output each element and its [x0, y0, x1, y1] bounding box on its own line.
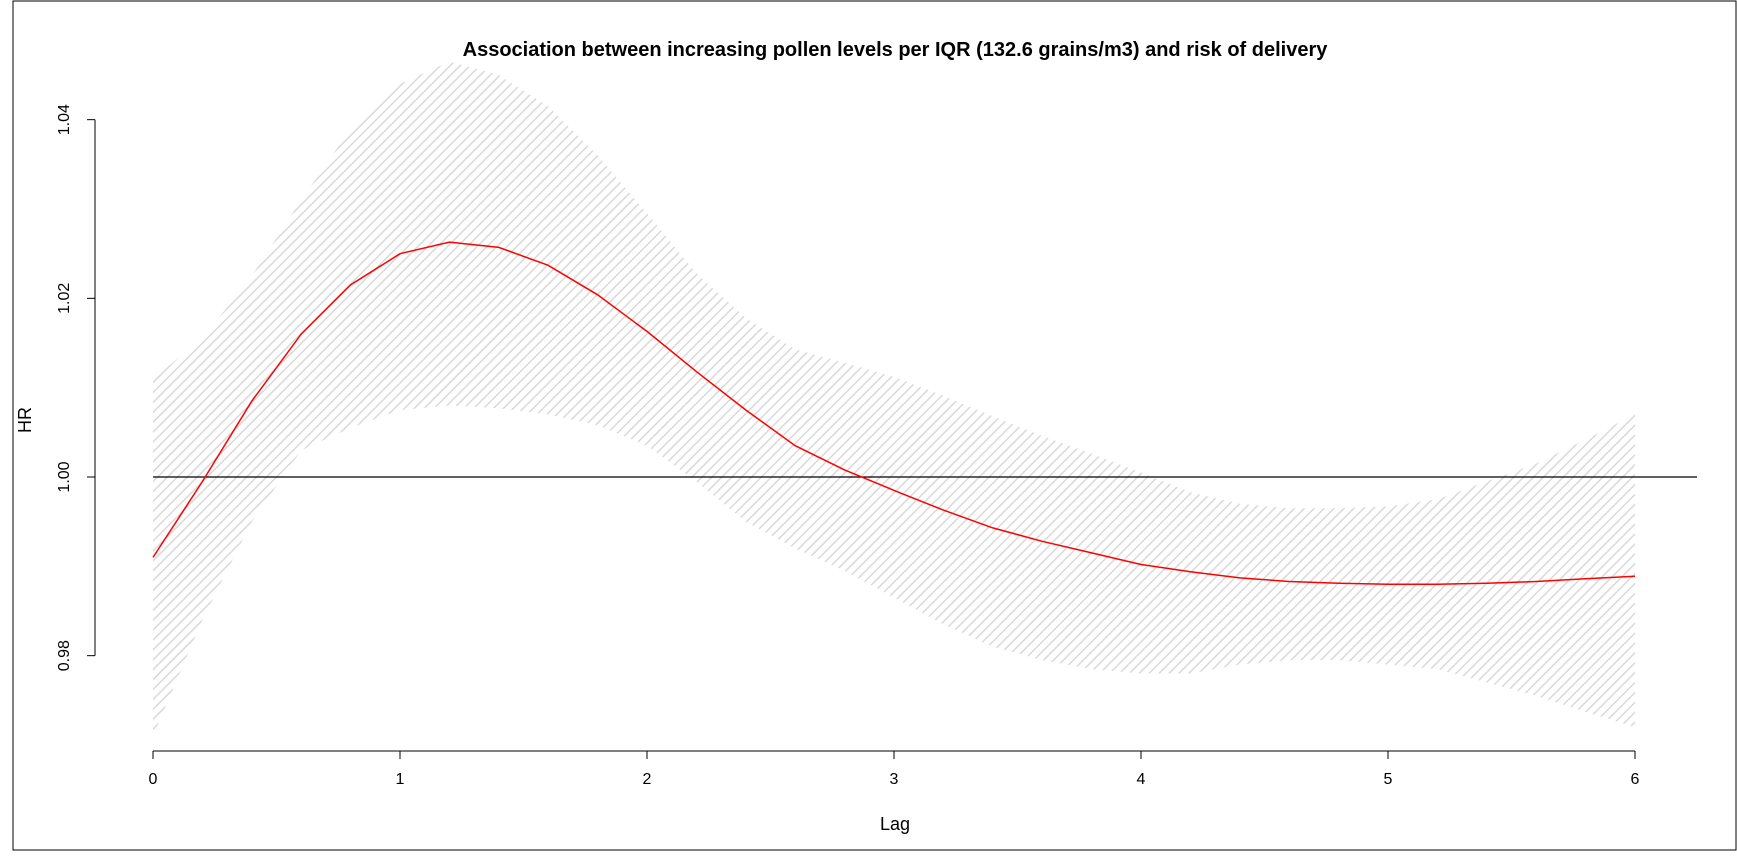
- series-layer: [152, 241, 1636, 585]
- outer-border: [12, 0, 1737, 851]
- x-tick-label: 6: [1631, 771, 1640, 788]
- confidence-band: [153, 61, 1635, 737]
- x-tick-label: 2: [643, 771, 652, 788]
- x-tick-label: 3: [890, 771, 899, 788]
- x-axis-label: Lag: [880, 814, 910, 834]
- x-axis: 0 1 2 3 4 5 6: [149, 750, 1640, 788]
- y-tick-label: 1.00: [56, 461, 73, 492]
- x-tick-label: 5: [1384, 771, 1393, 788]
- y-axis-label: HR: [15, 407, 35, 433]
- x-tick-label: 1: [396, 771, 405, 788]
- confidence-band-area: [153, 61, 1635, 737]
- series-line-0: [152, 241, 1636, 585]
- chart-title: Association between increasing pollen le…: [463, 39, 1329, 61]
- y-axis: 0.98 1.00 1.02 1.04: [56, 104, 96, 671]
- y-tick-label: 0.98: [56, 640, 73, 671]
- x-tick-label: 4: [1137, 771, 1146, 788]
- y-tick-label: 1.02: [56, 283, 73, 314]
- x-tick-label: 0: [149, 771, 158, 788]
- y-tick-label: 1.04: [56, 104, 73, 135]
